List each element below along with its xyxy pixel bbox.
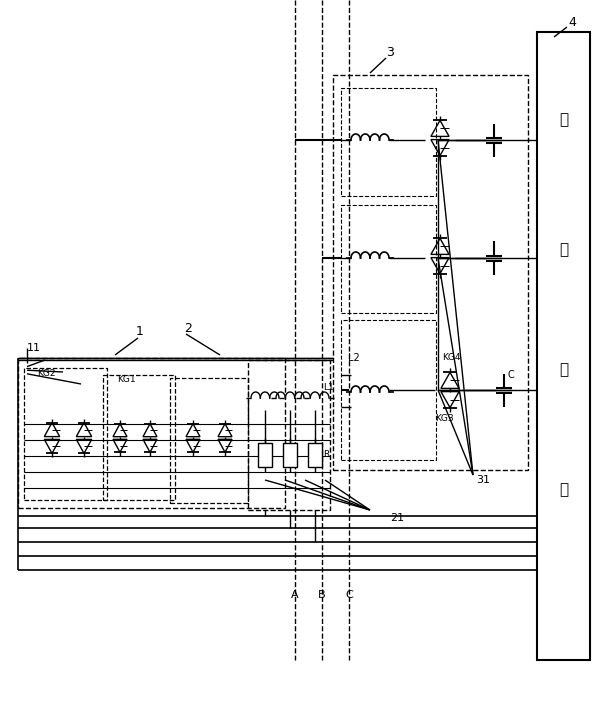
Text: 3: 3: [386, 46, 394, 59]
Text: 块: 块: [559, 483, 568, 497]
Text: 模: 模: [559, 362, 568, 378]
Text: L2: L2: [348, 353, 360, 363]
Text: R: R: [323, 451, 329, 460]
Text: 2: 2: [184, 322, 192, 335]
Text: B: B: [318, 590, 326, 600]
Bar: [341, 320, 436, 460]
Text: 控: 控: [559, 113, 568, 128]
Text: 31: 31: [476, 475, 490, 485]
Text: KG1: KG1: [117, 375, 136, 385]
Bar: [24, 368, 107, 500]
Bar: [333, 75, 528, 470]
Bar: [341, 205, 436, 313]
Text: C: C: [508, 370, 515, 380]
Text: 制: 制: [559, 242, 568, 258]
Text: 21: 21: [390, 513, 404, 523]
Text: L1: L1: [323, 383, 334, 393]
Bar: [283, 443, 297, 467]
Bar: [248, 360, 330, 510]
Text: 4: 4: [568, 15, 576, 28]
Text: 1: 1: [136, 325, 144, 338]
Bar: [341, 88, 436, 196]
Bar: [170, 378, 248, 503]
Text: KG3: KG3: [435, 414, 454, 423]
Text: KG2: KG2: [37, 369, 55, 378]
Text: 11: 11: [27, 343, 41, 353]
Bar: [258, 443, 272, 467]
Text: A: A: [291, 590, 299, 600]
Bar: [18, 358, 285, 508]
Text: KG4: KG4: [442, 354, 460, 362]
Bar: [103, 375, 175, 500]
Text: C: C: [345, 590, 353, 600]
Bar: [537, 32, 590, 660]
Bar: [308, 443, 322, 467]
